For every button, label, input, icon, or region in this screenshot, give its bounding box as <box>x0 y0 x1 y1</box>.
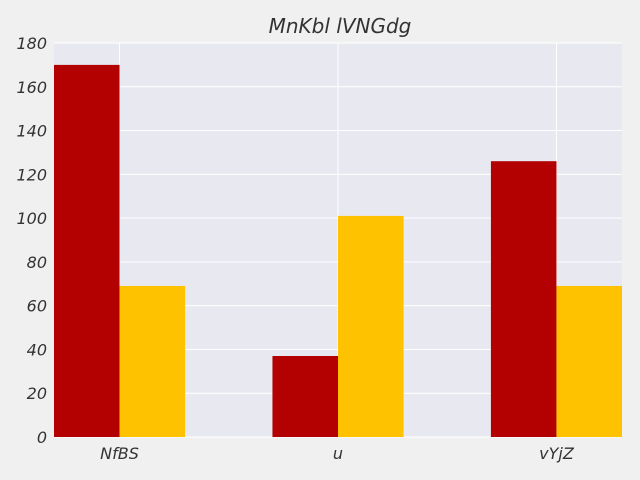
y-tick-label: 0 <box>37 428 47 447</box>
bar-series2-u <box>338 215 404 437</box>
bar-series2-vYjZ <box>556 285 622 437</box>
x-axis-ticks: NfBS u vYjZ <box>100 444 575 463</box>
chart-title: MnKbl lVNGdg <box>269 14 412 38</box>
y-tick-label: 120 <box>16 165 47 184</box>
x-tick-label: u <box>333 444 343 463</box>
bar-series1-vYjZ <box>490 161 557 437</box>
bars <box>54 64 622 437</box>
bar-series1-NfBS <box>54 64 120 437</box>
y-tick-label: 80 <box>27 253 47 272</box>
bar-series2-NfBS <box>119 285 186 437</box>
y-tick-label: 180 <box>16 34 47 53</box>
y-tick-label: 40 <box>27 340 47 359</box>
y-tick-label: 140 <box>16 122 47 141</box>
x-tick-label: vYjZ <box>539 444 575 463</box>
x-tick-label: NfBS <box>100 444 139 463</box>
y-axis-ticks: 0 20 40 60 80 100 120 140 160 180 <box>16 34 47 447</box>
y-tick-label: 60 <box>27 297 47 316</box>
y-tick-label: 100 <box>16 209 47 228</box>
bar-series1-u <box>272 356 338 437</box>
y-tick-label: 160 <box>16 78 47 97</box>
y-tick-label: 20 <box>27 384 47 403</box>
